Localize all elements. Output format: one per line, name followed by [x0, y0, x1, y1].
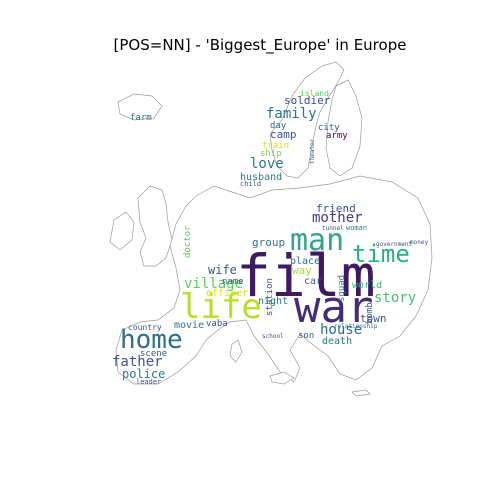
word-country: country	[128, 323, 162, 332]
word-army: army	[326, 131, 348, 141]
europe-outline	[109, 61, 433, 397]
word-soldier: soldier	[284, 94, 331, 107]
word-train: train	[262, 141, 289, 151]
word-love: love	[250, 156, 284, 172]
word-night: night	[258, 296, 288, 307]
word-story: story	[374, 290, 416, 306]
word-movie: movie	[174, 320, 204, 331]
word-police: police	[122, 367, 165, 381]
word-child: child	[240, 180, 261, 188]
word-day: day	[270, 121, 287, 131]
word-scene: scene	[140, 349, 167, 359]
word-group: group	[252, 236, 285, 249]
word-woman: woman	[346, 224, 367, 232]
word-doctor: doctor	[183, 225, 193, 258]
word-husband: husband	[240, 172, 282, 183]
word-house: house	[320, 322, 362, 338]
chart-title: [POS=NN] - 'Biggest_Europe' in Europe	[113, 36, 407, 54]
word-father: father	[112, 354, 163, 370]
word-family: family	[266, 106, 317, 122]
word-vaba: vaba	[206, 319, 228, 329]
word-bomb: bomb	[365, 302, 375, 324]
word-farm: farm	[130, 113, 152, 123]
word-theater: theater	[309, 138, 316, 164]
word-town: town	[360, 312, 387, 325]
word-man: man	[290, 223, 344, 258]
word-time: time	[352, 240, 410, 268]
word-squad: squad	[337, 275, 347, 302]
word-car: car	[304, 276, 322, 287]
word-ship: ship	[260, 149, 282, 159]
word-life: life	[180, 287, 262, 327]
word-death: death	[322, 336, 352, 347]
word-film: film	[236, 242, 376, 310]
word-son: son	[298, 331, 314, 341]
word-war: war	[294, 282, 373, 333]
word-tunnel: tunnel	[322, 225, 344, 232]
word-city: city	[318, 123, 340, 133]
word-way: way	[292, 264, 312, 277]
word-village: village	[184, 276, 243, 292]
word-mother: mother	[312, 210, 363, 226]
word-island: island	[300, 89, 329, 98]
word-world: world	[352, 280, 382, 291]
word-government: government	[376, 241, 413, 248]
word-place: place	[290, 256, 320, 267]
word-officer: officer	[206, 288, 248, 299]
word-station: station	[265, 278, 275, 316]
word-name: name	[222, 277, 244, 287]
word-wife: wife	[208, 263, 237, 277]
word-money: money	[410, 239, 428, 246]
word-home: home	[120, 325, 183, 355]
word-relationship: relationship	[334, 323, 378, 330]
word-friend: friend	[316, 202, 356, 215]
word-camp: camp	[270, 128, 297, 141]
word-leader: leader	[136, 378, 161, 386]
word-school: school	[262, 333, 284, 340]
